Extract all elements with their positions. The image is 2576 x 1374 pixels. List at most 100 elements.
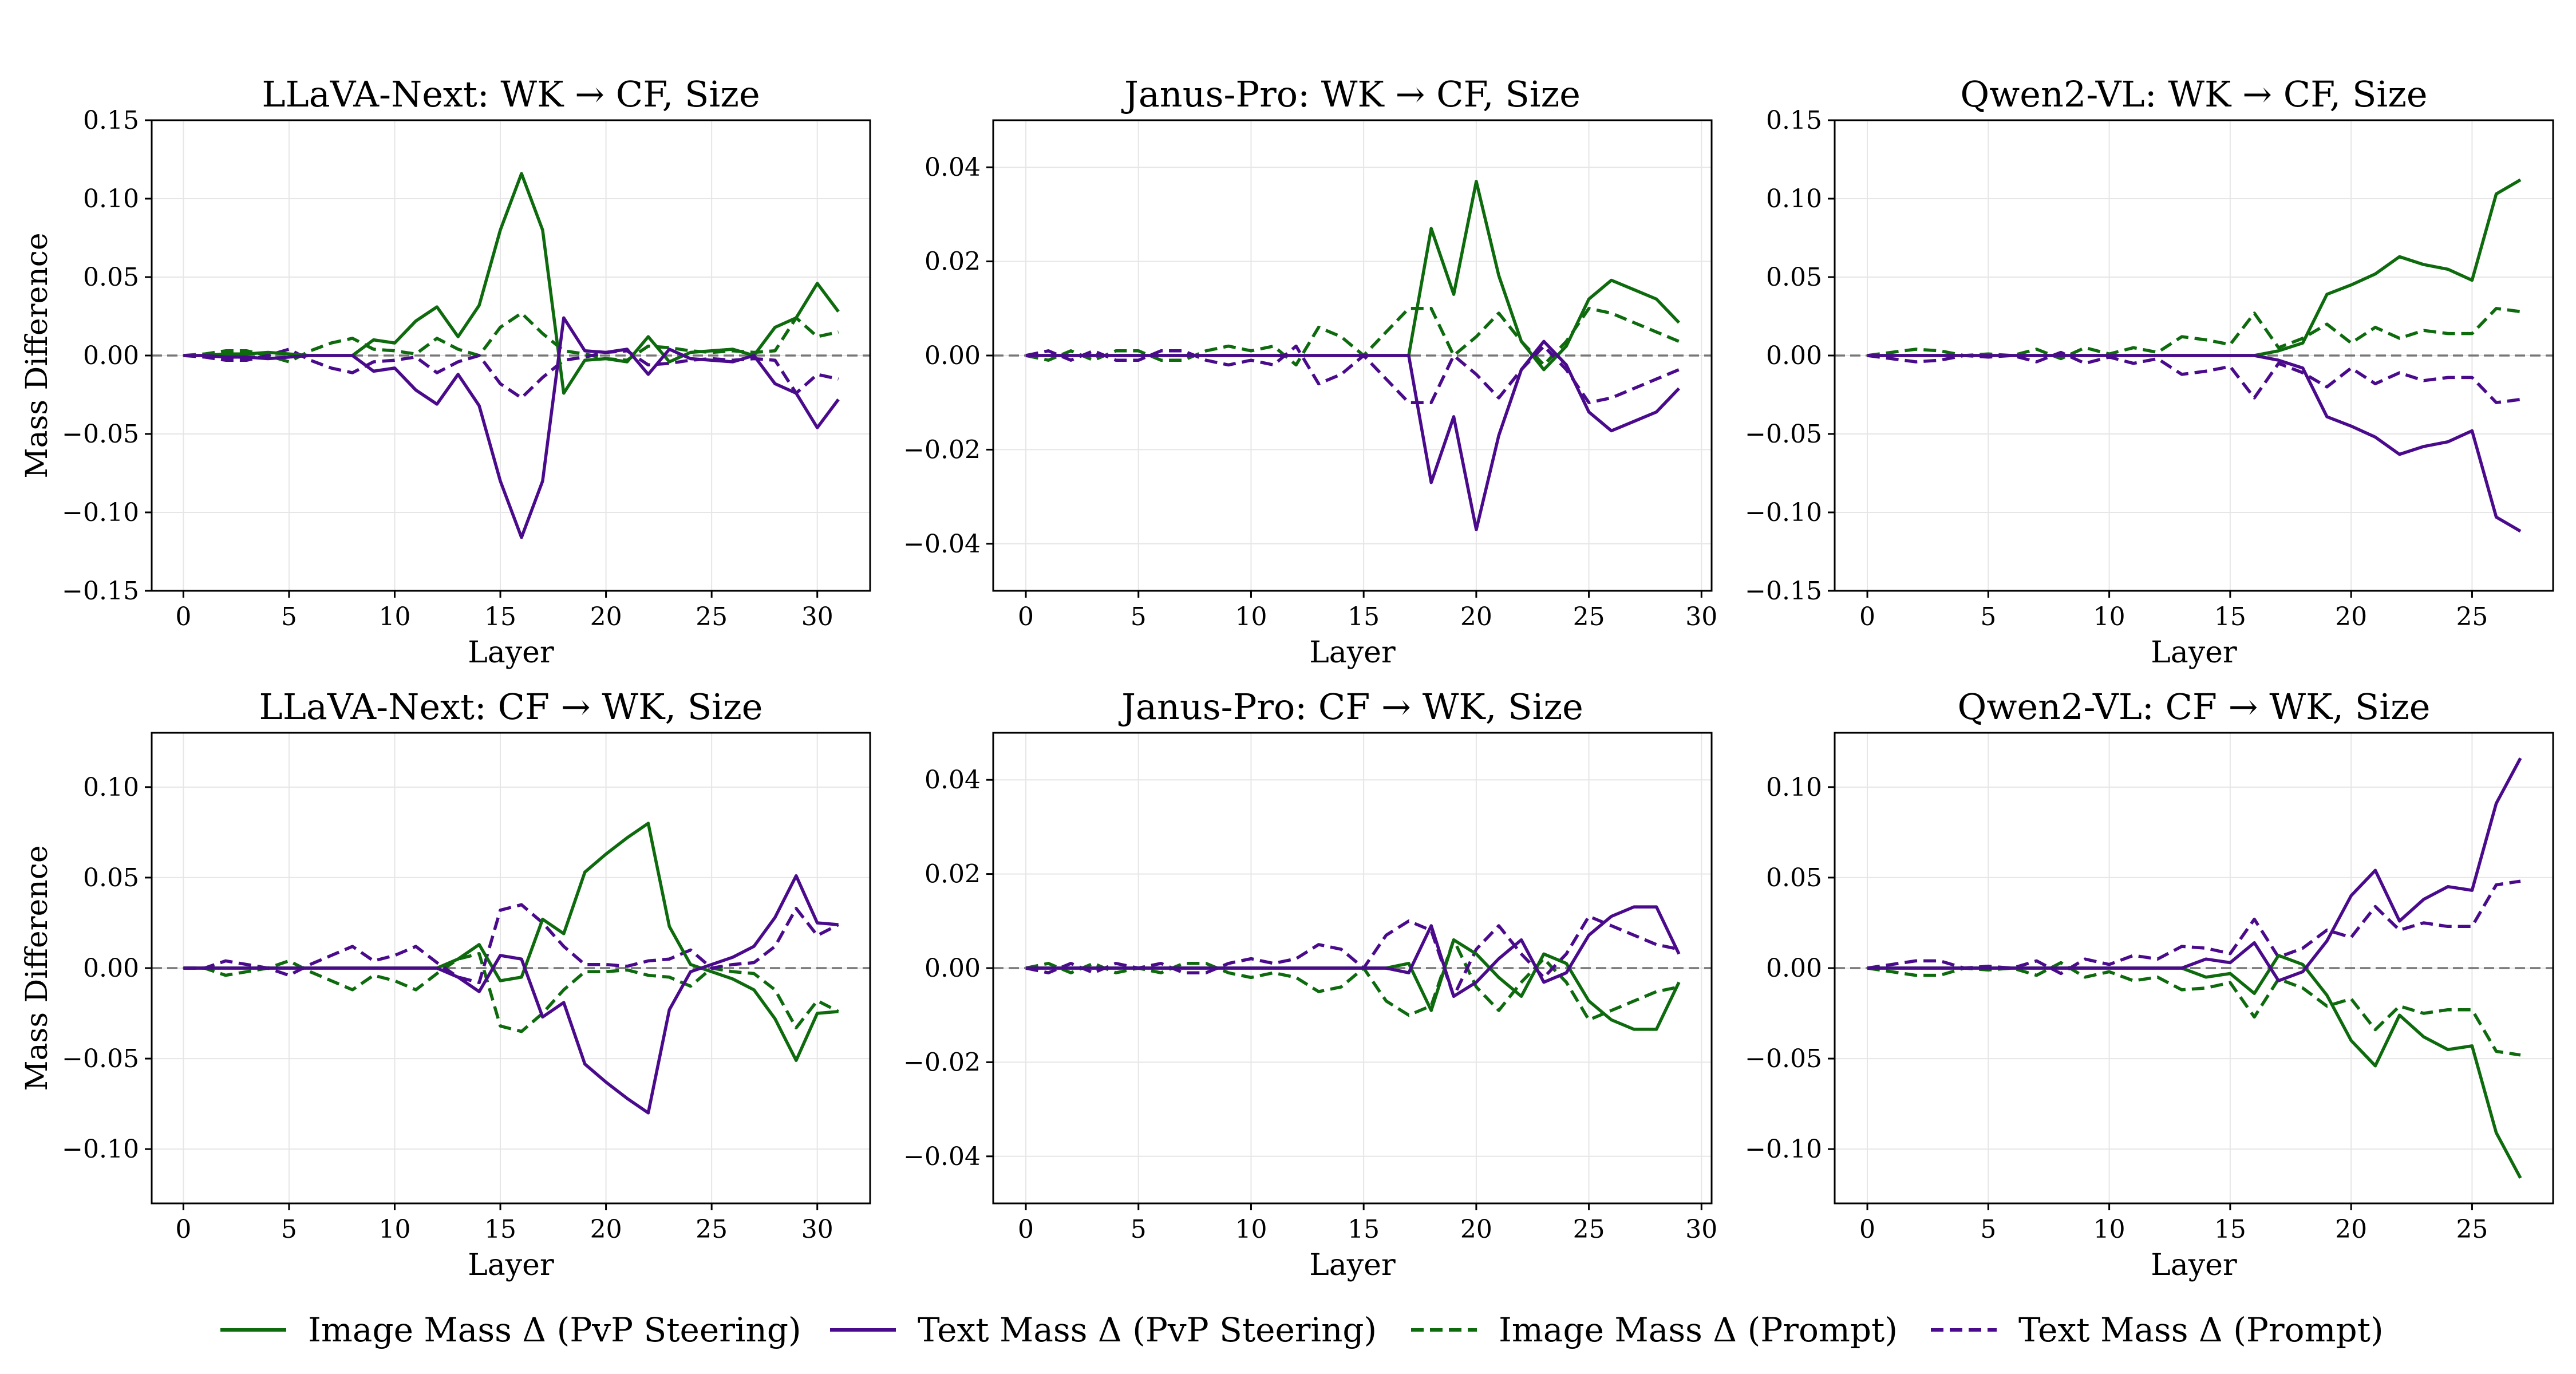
panel-1: 0 5 10 15 20 25 30 −0.15 −0.10 −0.05 0.00 0.05 0.10 0… — [20, 73, 871, 670]
y-tick-label: 0.15 — [83, 106, 139, 135]
x-tick-label: 5 — [1980, 1215, 1996, 1244]
x-tick-label: 15 — [2214, 1215, 2246, 1244]
legend-text-prompt-label: Text Mass Δ (Prompt) — [2018, 1310, 2384, 1349]
y-tick-label: 0.05 — [83, 263, 139, 292]
x-tick-label: 25 — [1573, 602, 1605, 631]
x-tick-label: 25 — [1573, 1215, 1605, 1244]
series-line-text-mass-pvp-steering — [183, 874, 839, 1115]
panel-title: LLaVA-Next: CF → WK, Size — [259, 686, 763, 728]
y-tick-label: −0.15 — [1745, 577, 1822, 606]
x-tick-label: 5 — [281, 1215, 297, 1244]
y-axis-label: Mass Difference — [20, 232, 54, 478]
series-line-image-mass-prompt — [183, 951, 839, 1033]
series-line-image-mass-pvp-steering — [1867, 178, 2522, 357]
series-line-image-mass-pvp-steering — [1026, 938, 1681, 1031]
x-tick-label: 0 — [1859, 1215, 1875, 1244]
y-tick-label: −0.10 — [1745, 498, 1822, 527]
y-tick-label: −0.05 — [1745, 1044, 1822, 1073]
legend-image-prompt-label: Image Mass Δ (Prompt) — [1499, 1310, 1898, 1349]
y-tick-label: 0.10 — [1766, 773, 1822, 802]
y-tick-label: 0.00 — [83, 954, 139, 983]
x-tick-label: 10 — [2093, 602, 2125, 631]
series-line-image-mass-prompt — [1025, 938, 1680, 1022]
y-tick-label: 0.04 — [924, 765, 981, 795]
x-tick-label: 20 — [2335, 1215, 2367, 1244]
x-tick-label: 25 — [696, 602, 728, 631]
y-tick-label: −0.10 — [1745, 1135, 1822, 1164]
series-line-image-mass-prompt — [1867, 307, 2521, 361]
y-tick-label: 0.00 — [83, 341, 139, 370]
series-line-text-mass-pvp-steering — [183, 316, 840, 539]
legend: Image Mass Δ (PvP Steering) Text Mass Δ … — [220, 1310, 2384, 1349]
y-tick-label: −0.10 — [62, 498, 139, 527]
series-line-text-mass-prompt — [183, 903, 839, 985]
series-line-image-mass-pvp-steering — [1026, 180, 1680, 372]
x-tick-label: 30 — [1685, 602, 1717, 631]
y-tick-label: 0.10 — [1766, 184, 1822, 214]
y-tick-label: 0.00 — [1766, 341, 1822, 370]
x-tick-label: 10 — [2093, 1215, 2125, 1244]
y-tick-label: −0.10 — [62, 1135, 139, 1164]
series-line-text-mass-prompt — [1025, 914, 1680, 998]
x-tick-label: 5 — [281, 602, 297, 631]
x-tick-label: 25 — [2456, 602, 2488, 631]
series-line-text-mass-prompt — [1867, 350, 2521, 404]
y-tick-label: 0.00 — [1766, 954, 1822, 983]
y-tick-label: −0.04 — [903, 530, 981, 559]
x-axis-label: Layer — [2151, 635, 2237, 670]
y-tick-label: −0.02 — [903, 1048, 981, 1077]
series-line-text-mass-pvp-steering — [1867, 354, 2522, 533]
x-tick-label: 0 — [1018, 602, 1034, 631]
x-tick-label: 15 — [484, 1215, 516, 1244]
series-line-text-mass-prompt — [1025, 344, 1680, 404]
series-line-text-mass-prompt — [183, 348, 839, 400]
x-tick-label: 15 — [1348, 1215, 1380, 1244]
y-tick-label: 0.02 — [924, 860, 981, 889]
y-tick-label: −0.02 — [903, 435, 981, 464]
y-tick-label: 0.05 — [83, 863, 139, 893]
y-tick-label: −0.15 — [62, 577, 139, 606]
x-tick-label: 0 — [1018, 1215, 1034, 1244]
x-tick-label: 25 — [2456, 1215, 2488, 1244]
x-tick-label: 15 — [2214, 602, 2246, 631]
panel-2: 0 5 10 15 20 25 30 −0.04 −0.02 0.00 0.02 0.04 Janus-… — [903, 73, 1717, 670]
x-tick-label: 20 — [1460, 602, 1492, 631]
x-tick-label: 5 — [1131, 602, 1147, 631]
y-tick-label: 0.15 — [1766, 106, 1822, 135]
y-axis-label: Mass Difference — [20, 845, 54, 1091]
x-tick-label: 30 — [801, 602, 833, 631]
panels: 0 5 10 15 20 25 30 −0.15 −0.10 −0.05 0.00 0.05 0.10 0… — [20, 73, 2554, 1282]
x-axis-label: Layer — [1309, 635, 1396, 670]
series-line-image-mass-prompt — [1025, 307, 1680, 367]
y-tick-label: −0.05 — [62, 1044, 139, 1073]
x-tick-label: 10 — [378, 602, 410, 631]
x-tick-label: 10 — [378, 1215, 410, 1244]
y-tick-label: 0.05 — [1766, 263, 1822, 292]
x-axis-label: Layer — [468, 1248, 554, 1282]
x-tick-label: 5 — [1980, 602, 1996, 631]
y-tick-label: −0.05 — [1745, 420, 1822, 449]
series-line-image-mass-pvp-steering — [183, 172, 840, 395]
x-tick-label: 15 — [1348, 602, 1380, 631]
panel-6: 0 5 10 15 20 25 −0.10 −0.05 0.00 0.05 0.10 Qwen2-VL… — [1745, 686, 2554, 1282]
x-tick-label: 5 — [1131, 1215, 1147, 1244]
panel-5: 0 5 10 15 20 25 30 −0.04 −0.02 0.00 0.02 0.04 Janus-… — [903, 686, 1717, 1282]
legend-image-pvp-label: Image Mass Δ (PvP Steering) — [308, 1310, 801, 1349]
x-axis-label: Layer — [2151, 1248, 2237, 1282]
y-tick-label: 0.10 — [83, 773, 139, 802]
x-axis-label: Layer — [468, 635, 554, 670]
y-tick-label: 0.00 — [924, 954, 981, 983]
series-line-text-mass-pvp-steering — [1867, 757, 2522, 982]
series-line-text-mass-prompt — [1867, 879, 2521, 976]
panel-title: Janus-Pro: WK → CF, Size — [1121, 73, 1581, 115]
y-tick-label: 0.00 — [924, 341, 981, 370]
x-tick-label: 30 — [1685, 1215, 1717, 1244]
series-line-image-mass-prompt — [183, 311, 839, 364]
y-tick-label: −0.04 — [903, 1142, 981, 1171]
legend-text-pvp-label: Text Mass Δ (PvP Steering) — [918, 1310, 1377, 1349]
y-tick-label: 0.05 — [1766, 863, 1822, 893]
series-line-text-mass-pvp-steering — [1026, 339, 1680, 531]
y-tick-label: 0.10 — [83, 184, 139, 214]
x-tick-label: 20 — [590, 602, 622, 631]
